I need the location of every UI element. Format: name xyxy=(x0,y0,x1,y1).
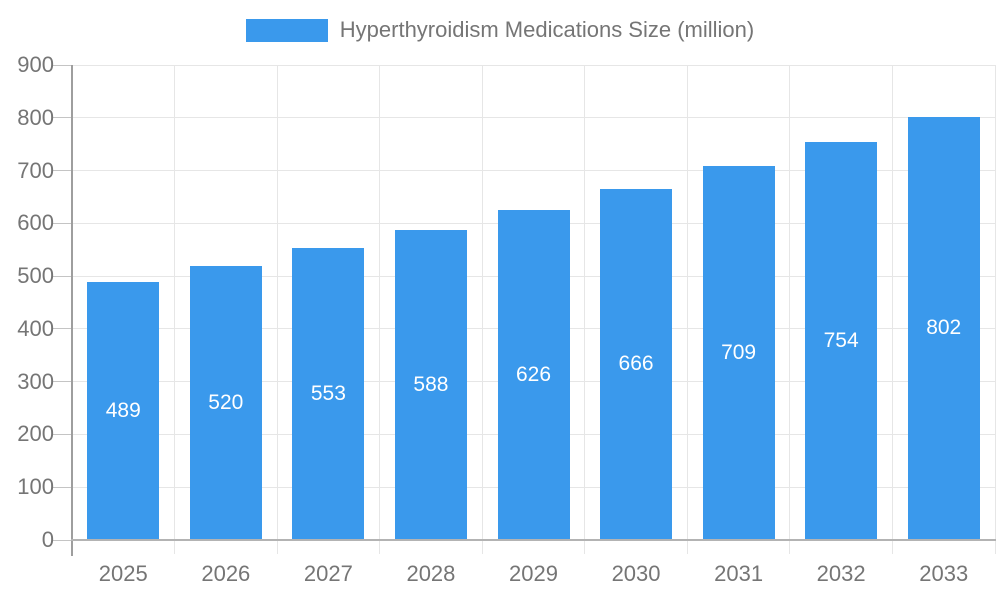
x-axis-tick xyxy=(174,540,176,554)
bar-2028[interactable]: 588 xyxy=(394,229,467,540)
y-axis-label: 500 xyxy=(17,263,54,289)
x-axis-tick xyxy=(379,540,381,554)
x-axis-tick xyxy=(584,540,586,554)
x-axis-tick xyxy=(276,540,278,554)
bar-2030[interactable]: 666 xyxy=(600,188,673,540)
bar-value-label: 626 xyxy=(515,362,552,386)
bar-2029[interactable]: 626 xyxy=(497,209,570,540)
bar-value-label: 553 xyxy=(310,382,346,406)
bar-value-label: 709 xyxy=(721,340,757,364)
y-axis-tick xyxy=(52,433,72,435)
x-axis-tick xyxy=(994,540,996,554)
y-gridline xyxy=(72,170,995,172)
bar-2027[interactable]: 553 xyxy=(292,248,365,540)
y-axis-tick xyxy=(52,117,72,119)
y-gridline xyxy=(72,64,995,66)
bar-2026[interactable]: 520 xyxy=(189,265,262,540)
x-gridline xyxy=(379,65,381,540)
y-axis-tick xyxy=(52,170,72,172)
x-gridline xyxy=(789,65,791,540)
x-gridline xyxy=(481,65,483,540)
legend: Hyperthyroidism Medications Size (millio… xyxy=(0,17,1000,43)
bar-value-label: 520 xyxy=(208,390,244,414)
y-axis-label: 100 xyxy=(17,474,54,500)
bar-value-label: 489 xyxy=(105,398,141,422)
y-axis-label: 600 xyxy=(17,210,54,236)
y-axis-line xyxy=(71,65,73,556)
bar-value-label: 666 xyxy=(618,352,654,376)
bar-value-label: 588 xyxy=(413,372,449,396)
x-gridline xyxy=(276,65,278,540)
y-axis-label: 200 xyxy=(17,421,54,447)
x-axis-label: 2033 xyxy=(919,561,969,586)
y-axis-tick xyxy=(52,486,72,488)
bar-2031[interactable]: 709 xyxy=(702,165,775,540)
bar-value-label: 754 xyxy=(823,329,859,353)
y-axis-label: 400 xyxy=(17,315,54,341)
x-gridline xyxy=(686,65,688,540)
y-axis-tick xyxy=(52,275,72,277)
legend-label: Hyperthyroidism Medications Size (millio… xyxy=(339,17,755,42)
y-axis-label: 300 xyxy=(17,368,54,394)
x-axis-tick xyxy=(481,540,483,554)
x-gridline xyxy=(994,65,996,540)
x-axis-label: 2031 xyxy=(714,561,764,586)
y-axis-label: 800 xyxy=(17,104,54,130)
x-gridline xyxy=(584,65,586,540)
x-axis-tick xyxy=(686,540,688,554)
y-axis-label: 900 xyxy=(17,52,54,77)
y-axis-tick xyxy=(52,64,72,66)
y-gridline xyxy=(72,117,995,119)
x-axis-tick xyxy=(891,540,893,554)
bar-2033[interactable]: 802 xyxy=(907,116,980,540)
bar-2032[interactable]: 754 xyxy=(805,142,878,540)
x-axis-tick xyxy=(789,540,791,554)
x-axis-label: 2025 xyxy=(98,561,148,586)
y-axis-tick xyxy=(52,328,72,330)
x-axis-label: 2032 xyxy=(816,561,866,586)
y-axis-tick xyxy=(52,381,72,383)
y-axis-tick xyxy=(52,222,72,224)
x-gridline xyxy=(891,65,893,540)
x-gridline xyxy=(174,65,176,540)
x-axis-label: 2027 xyxy=(303,561,353,586)
x-axis-line xyxy=(71,539,996,541)
legend-swatch-icon xyxy=(245,18,328,42)
bar-value-label: 802 xyxy=(926,316,962,340)
y-axis-label: 0 xyxy=(41,527,54,552)
x-axis-label: 2026 xyxy=(201,561,251,586)
legend-item[interactable]: Hyperthyroidism Medications Size (millio… xyxy=(245,17,755,43)
y-axis-tick xyxy=(52,539,72,541)
x-axis-label: 2028 xyxy=(406,561,456,586)
y-axis-label: 700 xyxy=(17,157,54,183)
x-axis-label: 2030 xyxy=(611,561,661,586)
bar-2025[interactable]: 489 xyxy=(87,281,160,540)
x-axis-label: 2029 xyxy=(509,561,558,586)
